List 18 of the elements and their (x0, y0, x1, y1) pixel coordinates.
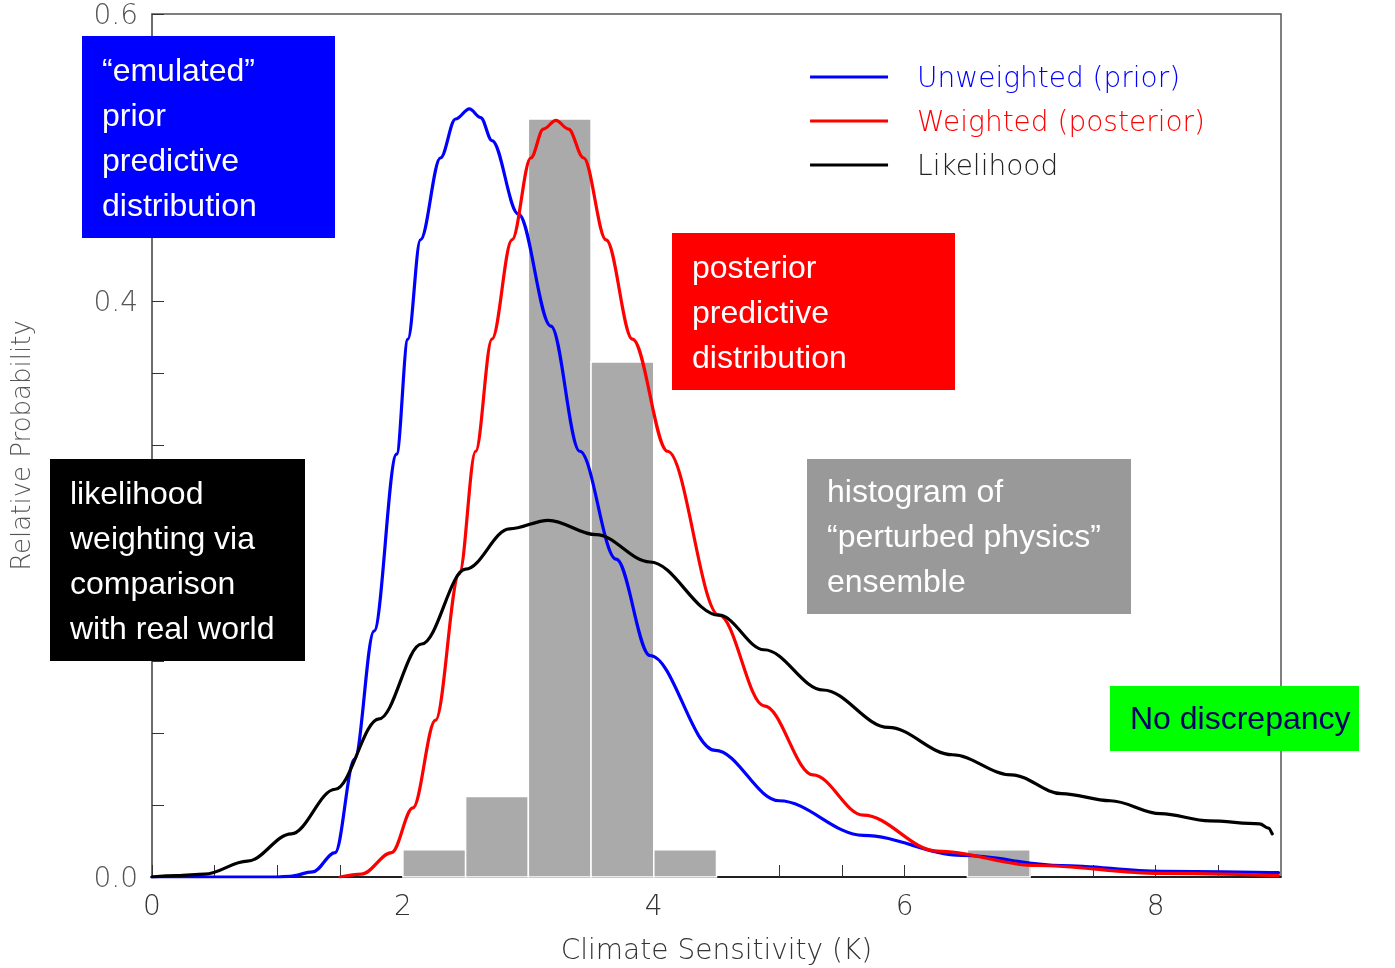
note-box: likelihood weighting via comparison with real world (50, 459, 305, 661)
y-axis-title: Relative Probability (6, 320, 36, 571)
legend-label: Unweighted (prior) (917, 60, 1181, 94)
y-tick-label: 0.4 (93, 285, 138, 319)
note-box: “emulated” prior predictive distribution (82, 36, 335, 238)
legend-label: Weighted (posterior) (917, 104, 1206, 138)
x-tick-label: 0 (143, 888, 161, 922)
x-axis-title: Climate Sensitivity (K) (560, 932, 873, 966)
x-tick-label: 6 (895, 888, 914, 922)
note-box: No discrepancy (1110, 686, 1359, 751)
y-tick-label: 0.0 (93, 860, 138, 894)
x-tick-label: 4 (644, 888, 663, 922)
legend-label: Likelihood (917, 148, 1059, 182)
note-box: posterior predictive distribution (672, 233, 955, 390)
y-tick-label: 0.6 (93, 0, 138, 31)
x-tick-label: 8 (1146, 888, 1165, 922)
x-tick-label: 2 (393, 888, 412, 922)
note-box: histogram of “perturbed physics” ensemble (807, 459, 1131, 614)
